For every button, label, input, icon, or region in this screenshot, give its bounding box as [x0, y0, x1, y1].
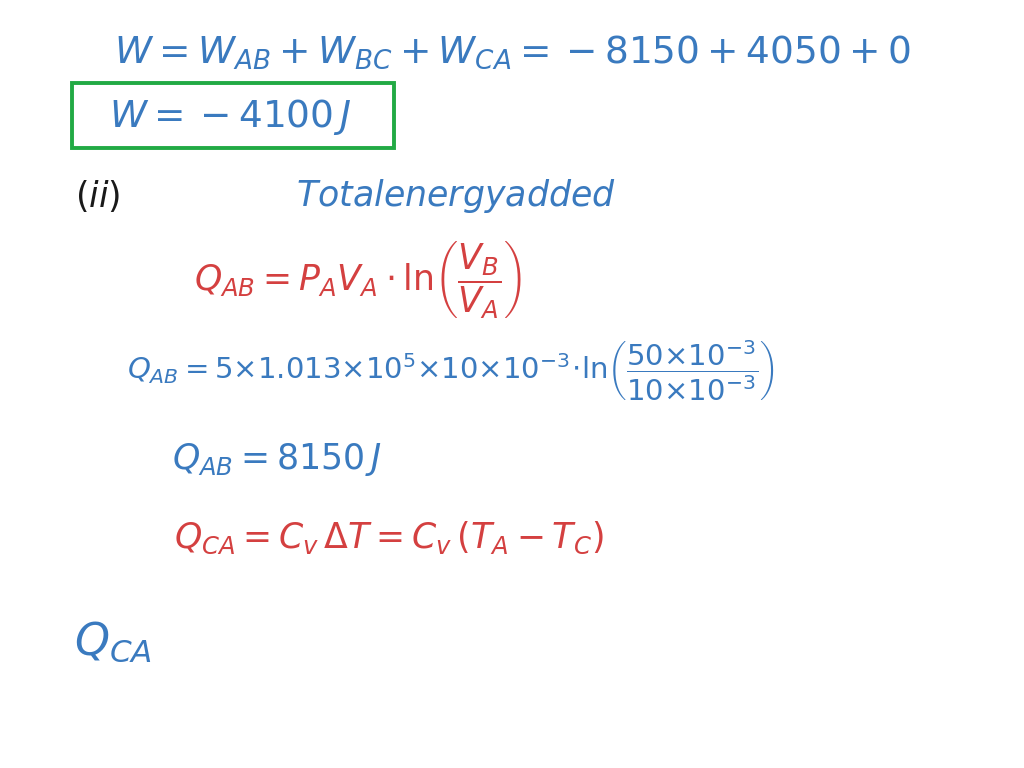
Text: $Total energy added$: $Total energy added$: [296, 177, 615, 215]
Text: $Q_{AB} = 8150\,J$: $Q_{AB} = 8150\,J$: [172, 441, 381, 478]
Text: $(ii)$: $(ii)$: [75, 178, 120, 214]
Text: $Q_{AB} = P_A V_A \cdot \ln\!\left(\dfrac{V_B}{V_A}\right)$: $Q_{AB} = P_A V_A \cdot \ln\!\left(\dfra…: [195, 239, 522, 320]
Text: $Q_{AB} = 5{\times}1.013{\times}10^5{\times}10{\times}10^{-3}\!\cdot\!\ln\!\left: $Q_{AB} = 5{\times}1.013{\times}10^5{\ti…: [127, 339, 774, 403]
Text: $W = W_{AB} + W_{BC} + W_{CA} = -8150 + 4050 + 0$: $W = W_{AB} + W_{BC} + W_{CA} = -8150 + …: [114, 34, 910, 71]
Text: $W = -4100\,J$: $W = -4100\,J$: [110, 97, 351, 137]
Text: $Q_{CA}$: $Q_{CA}$: [74, 619, 152, 664]
Text: $Q_{CA} = C_v\,\Delta T = C_v\,(T_A - T_C)$: $Q_{CA} = C_v\,\Delta T = C_v\,(T_A - T_…: [174, 519, 604, 556]
